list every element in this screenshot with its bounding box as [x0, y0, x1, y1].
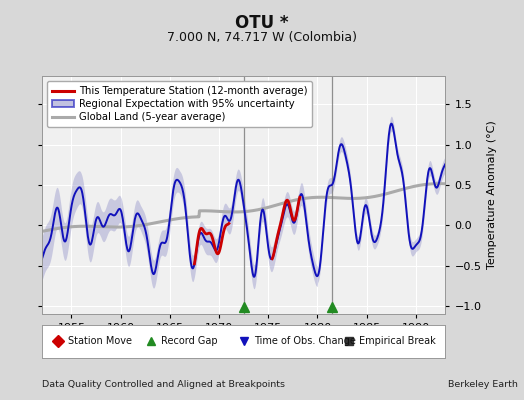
Text: OTU *: OTU * — [235, 14, 289, 32]
Text: Empirical Break: Empirical Break — [358, 336, 435, 346]
Text: Record Gap: Record Gap — [161, 336, 217, 346]
Y-axis label: Temperature Anomaly (°C): Temperature Anomaly (°C) — [487, 121, 497, 269]
Legend: This Temperature Station (12-month average), Regional Expectation with 95% uncer: This Temperature Station (12-month avera… — [47, 81, 312, 127]
Text: Berkeley Earth: Berkeley Earth — [448, 380, 518, 389]
Text: Station Move: Station Move — [68, 336, 132, 346]
Text: Time of Obs. Change: Time of Obs. Change — [254, 336, 356, 346]
Text: 7.000 N, 74.717 W (Colombia): 7.000 N, 74.717 W (Colombia) — [167, 31, 357, 44]
Text: Data Quality Controlled and Aligned at Breakpoints: Data Quality Controlled and Aligned at B… — [42, 380, 285, 389]
